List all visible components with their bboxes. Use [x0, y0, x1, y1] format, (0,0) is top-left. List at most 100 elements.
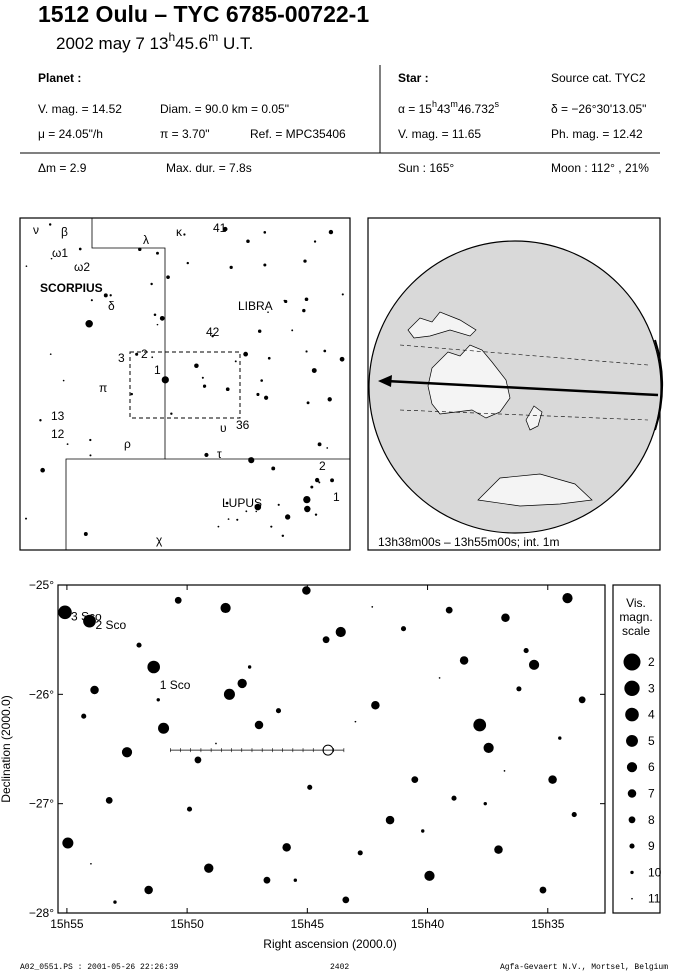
summary-sun: Sun : 165° — [398, 161, 454, 175]
legend-dot — [624, 680, 640, 696]
star — [483, 801, 487, 806]
star — [342, 896, 350, 904]
star-label: π — [99, 381, 107, 395]
star — [293, 878, 298, 882]
finder-dot — [310, 485, 314, 489]
star — [275, 708, 282, 714]
star-label: χ — [156, 533, 163, 547]
summary-dm: Δm = 2.9 — [38, 161, 87, 175]
star — [247, 665, 252, 669]
date-sup: h — [168, 30, 175, 44]
limb — [654, 339, 664, 431]
finder-dot — [48, 223, 52, 226]
finder-dot — [236, 518, 239, 521]
star — [237, 678, 247, 689]
finder-dot — [90, 299, 93, 302]
finder-dot — [283, 299, 286, 302]
finder-dot — [303, 259, 307, 263]
legend-dot — [629, 843, 635, 849]
star — [516, 686, 522, 692]
planet-diam: Diam. = 90.0 km = 0.05" — [160, 102, 289, 116]
legend-title: scale — [622, 624, 650, 638]
named-star — [58, 605, 72, 620]
date: 2002 may 7 13h45.6m U.T. — [56, 30, 253, 53]
shadow-path — [385, 379, 659, 397]
finder-dot — [277, 503, 280, 506]
finder-dot — [89, 454, 92, 457]
star — [156, 698, 160, 702]
finder-dot — [156, 323, 159, 326]
finder-dot — [103, 293, 108, 298]
y-tick-label: −26° — [29, 687, 54, 701]
alpha-part: α = 15 — [398, 102, 432, 116]
star — [113, 900, 117, 904]
field-box — [129, 351, 241, 419]
finder-dot — [327, 397, 332, 402]
footer: A02_0551.PS : 2001-05-26 22:26:39 2402 A… — [20, 963, 668, 972]
star — [411, 776, 419, 784]
star-delta: δ = −26°30'13.05" — [551, 102, 646, 116]
finder-dot — [229, 265, 233, 269]
finder-dot — [83, 532, 88, 536]
star — [494, 845, 503, 854]
globe-view: 13h38m00s – 13h55m00s; int. 1m — [367, 217, 664, 551]
finder-dot — [267, 311, 269, 313]
finder-dot — [201, 376, 204, 379]
finder-dot — [245, 510, 248, 513]
legend-dot — [630, 870, 634, 875]
finder-dot — [227, 518, 230, 520]
star — [254, 720, 264, 730]
star-label: β — [61, 225, 68, 239]
star-label: ν — [33, 223, 39, 237]
star — [335, 626, 346, 638]
finder-dot — [313, 240, 317, 243]
finder-dot — [39, 419, 42, 422]
star-label: υ — [220, 421, 227, 435]
date-part: U.T. — [218, 34, 253, 53]
star — [62, 837, 74, 849]
star — [558, 736, 562, 740]
x-axis-label: Right ascension (2000.0) — [263, 937, 396, 951]
sky-chart: Right ascension (2000.0) Declination (20… — [0, 578, 662, 951]
star — [121, 747, 133, 758]
date-part: 2002 may 7 13 — [56, 34, 168, 53]
finder-dot — [304, 297, 309, 302]
finder-dot — [326, 447, 329, 449]
finder-dot — [341, 293, 344, 296]
star — [483, 742, 494, 754]
finder-chart: ν β λ κ 41 ω1 ω2 SCORPIUS δ LIBRA 42 3 2… — [19, 217, 351, 551]
x-tick-label: 15h50 — [170, 917, 204, 931]
star — [424, 870, 435, 881]
path-limit — [399, 409, 649, 421]
x-tick-label: 15h35 — [531, 917, 565, 931]
footer-printer: Agfa-Gevaert N.V., Mortsel, Belgium — [500, 963, 668, 972]
legend-dot — [626, 762, 638, 773]
legend-label: 11 — [648, 892, 661, 906]
legend-dot — [625, 707, 639, 722]
finder-dot — [156, 251, 159, 255]
star — [204, 863, 214, 873]
finder-dot — [223, 226, 228, 232]
alpha-part: 43 — [437, 102, 451, 116]
star — [174, 596, 182, 604]
legend-label: 7 — [648, 787, 655, 801]
asia-islands — [407, 311, 477, 339]
finder-dot — [153, 313, 157, 317]
star-label: 1 — [154, 363, 161, 377]
alpha-sup: m — [450, 99, 458, 109]
legend-dot — [631, 897, 633, 900]
star — [220, 602, 231, 614]
globe-caption: 13h38m00s – 13h55m00s; int. 1m — [378, 535, 559, 549]
legend-label: 6 — [648, 760, 655, 774]
finder-dot — [306, 401, 310, 405]
star — [105, 796, 113, 804]
finder-dot — [302, 308, 306, 313]
footer-page: 2402 — [330, 963, 349, 972]
star-source: Source cat. TYC2 — [551, 71, 646, 85]
x-tick-label: 15h40 — [411, 917, 445, 931]
planet-mu: μ = 24.05"/h — [38, 127, 103, 141]
finder-dot — [159, 315, 165, 321]
star — [302, 586, 311, 595]
date-sup: m — [208, 30, 218, 44]
finder-dot — [85, 320, 93, 328]
